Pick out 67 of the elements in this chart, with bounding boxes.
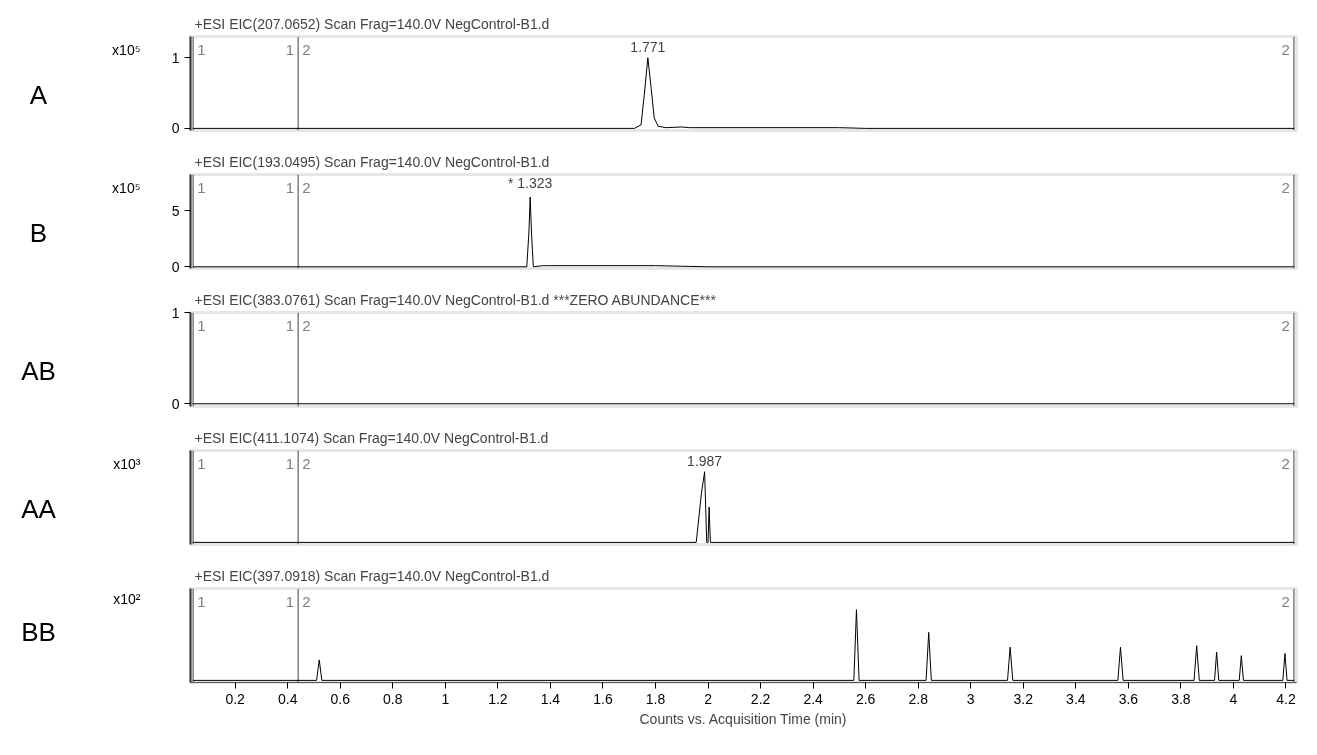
annotation: 2: [302, 454, 311, 472]
x-tick-label: 1.6: [593, 690, 613, 707]
x-tick-label: 4.2: [1276, 690, 1296, 707]
annotation: * 1.323: [508, 175, 553, 192]
x-tick-label: 3.8: [1171, 690, 1191, 707]
annotation: 1: [285, 40, 295, 58]
text: AB: [21, 356, 56, 387]
annotation: 2: [302, 316, 311, 334]
y-axis-title: x10³: [113, 456, 141, 473]
annotation: 2: [302, 592, 311, 610]
y-axis-title: x10²: [113, 590, 141, 607]
annotation: 1: [197, 316, 206, 334]
annotation: 1: [197, 178, 206, 196]
chart-subtitle: +ESI EIC(411.1074) Scan Frag=140.0V NegControl-B1.d: [194, 429, 549, 446]
x-tick-label: 3: [966, 690, 975, 707]
y-tick-label: 0: [171, 395, 180, 412]
y-axis-title: x10⁵: [112, 180, 141, 197]
x-tick-label: 0.8: [383, 690, 403, 707]
text: A: [29, 80, 48, 111]
annotation: 2: [302, 178, 311, 196]
x-tick-label: 0.4: [277, 690, 298, 707]
annotation: 1: [197, 454, 206, 472]
annotation: 2: [1281, 316, 1290, 334]
x-tick-label: 1.2: [488, 690, 508, 707]
x-tick-label: 2.8: [908, 690, 929, 707]
x-tick-label: 1.8: [645, 690, 666, 707]
x-tick-label: 2.6: [855, 690, 876, 707]
x-tick-label: 0.6: [330, 690, 351, 707]
y-tick-label: 5: [171, 202, 180, 219]
annotation: 1.987: [687, 452, 723, 469]
x-tick-label: 1: [441, 690, 450, 707]
x-axis-title: Counts vs. Acquisition Time (min): [639, 710, 847, 727]
annotation: 2: [1281, 454, 1290, 472]
x-tick-label: 2.4: [803, 690, 824, 707]
annotation: 1: [285, 592, 295, 610]
x-tick-label: 3.6: [1118, 690, 1139, 707]
annotation: 1: [197, 592, 206, 610]
line-series: [192, 196, 1295, 268]
annotation: 1: [285, 316, 295, 334]
annotation: 1: [285, 454, 295, 472]
chart-subtitle: +ESI EIC(397.0918) Scan Frag=140.0V NegControl-B1.d: [194, 567, 550, 584]
x-tick-label: 2.2: [750, 690, 771, 707]
x-tick-label: 2: [704, 690, 713, 707]
chart-subtitle: +ESI EIC(383.0761) Scan Frag=140.0V NegControl-B1.d ***ZERO ABUNDANCE***: [194, 291, 717, 308]
annotation: 2: [1281, 592, 1290, 610]
y-axis-title: x10⁵: [112, 42, 141, 59]
line-series: [192, 57, 1295, 129]
y-tick-label: 1: [171, 49, 180, 66]
chart-subtitle: +ESI EIC(193.0495) Scan Frag=140.0V NegControl-B1.d: [194, 153, 550, 170]
x-tick-label: 3.4: [1066, 690, 1086, 707]
annotation: 1: [285, 178, 295, 196]
annotation: 2: [302, 40, 311, 58]
annotation: 2: [1281, 178, 1290, 196]
annotation: 1: [197, 40, 206, 58]
y-tick-label: 0: [171, 258, 180, 275]
chart-title: BB: [21, 616, 56, 647]
x-tick-label: 4: [1229, 690, 1238, 707]
x-tick-label: 1.4: [540, 690, 561, 707]
x-tick-label: 0.2: [225, 690, 246, 707]
chart-subtitle: +ESI EIC(207.0652) Scan Frag=140.0V NegControl-B1.d: [194, 15, 550, 32]
annotation: 1.771: [630, 38, 666, 55]
x-tick-label: 3.2: [1013, 690, 1034, 707]
y-tick-label: 1: [171, 304, 180, 321]
text: B: [29, 218, 48, 249]
text: AA: [21, 494, 57, 525]
y-tick-label: 0: [171, 120, 180, 137]
annotation: 2: [1281, 40, 1290, 58]
